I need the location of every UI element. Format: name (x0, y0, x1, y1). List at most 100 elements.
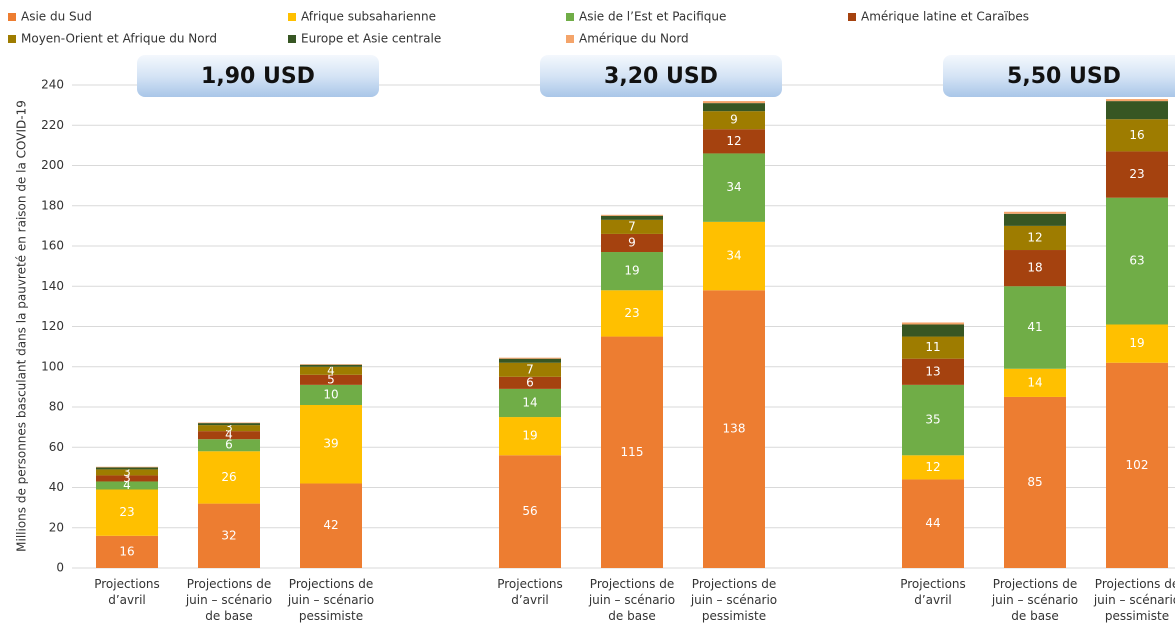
data-label: 7 (526, 362, 534, 376)
group-box (943, 55, 1175, 97)
data-label: 14 (522, 395, 537, 409)
data-label: 4 (327, 363, 335, 377)
bar-segment (902, 358, 964, 385)
group-box (137, 55, 379, 97)
legend-swatch (566, 13, 574, 21)
bar-segment (198, 422, 260, 424)
data-label: 3 (123, 465, 131, 479)
y-tick-label: 120 (41, 319, 64, 333)
bar-segment (703, 101, 765, 104)
data-label: 11 (925, 340, 940, 354)
bar-segment (1004, 225, 1066, 251)
bar-segment (1106, 101, 1168, 120)
data-label: 85 (1027, 475, 1042, 489)
bar-segment (902, 455, 964, 480)
data-label: 56 (522, 504, 537, 518)
group-box (540, 55, 782, 97)
data-label: 35 (925, 413, 940, 427)
bar-segment (601, 233, 663, 253)
bar-segment (96, 467, 158, 470)
data-label: 19 (522, 429, 537, 443)
legend-swatch (288, 13, 296, 21)
y-tick-label: 180 (41, 198, 64, 212)
legend-label: Amérique latine et Caraïbes (861, 10, 1029, 24)
x-tick-label: Projections d’avril (94, 577, 160, 607)
data-label: 9 (628, 235, 636, 249)
bar-segment (96, 481, 158, 490)
legend-swatch (566, 35, 574, 43)
bar-segment (1004, 286, 1066, 369)
data-label: 3 (123, 471, 131, 485)
bar-segment (1004, 213, 1066, 226)
bar-segment (1004, 211, 1066, 214)
data-label: 32 (221, 528, 236, 542)
bar-segment (499, 362, 561, 377)
data-label: 16 (119, 544, 134, 558)
bar-segment (902, 479, 964, 568)
bar-segment (703, 153, 765, 222)
y-tick-label: 220 (41, 118, 64, 132)
bar-segment (499, 455, 561, 568)
bar-segment (300, 404, 362, 484)
y-tick-label: 40 (49, 480, 64, 494)
bar-segment (499, 376, 561, 389)
y-tick-label: 140 (41, 279, 64, 293)
bar-segment (902, 324, 964, 337)
bar-segment (198, 451, 260, 504)
x-tick-label: Projections de juin – scénario pessimist… (287, 577, 375, 623)
x-tick-label: Projections de juin – scénario pessimist… (1093, 577, 1175, 623)
legend-label: Asie du Sud (21, 10, 92, 24)
bar-segment (703, 129, 765, 154)
bar-segment (1004, 396, 1066, 568)
bar-segment (300, 483, 362, 568)
legend-swatch (288, 35, 296, 43)
x-tick-label: Projections de juin – scénario de base (991, 577, 1079, 623)
bar-segment (499, 388, 561, 418)
data-label: 102 (1126, 458, 1149, 472)
data-label: 5 (327, 372, 335, 386)
legend-swatch (8, 13, 16, 21)
bar-segment (198, 431, 260, 440)
bar-segment (96, 489, 158, 536)
bar-segment (1106, 362, 1168, 568)
bar-segment (96, 466, 158, 468)
bar-segment (601, 214, 663, 216)
data-label: 34 (726, 180, 741, 194)
bar-segment (499, 357, 561, 359)
bar-segment (198, 503, 260, 568)
legend-swatch (8, 35, 16, 43)
data-label: 9 (730, 113, 738, 127)
data-label: 12 (1027, 230, 1042, 244)
bar-segment (902, 336, 964, 359)
bar-segment (1004, 250, 1066, 287)
legend-label: Amérique du Nord (579, 32, 689, 46)
bar-segment (300, 374, 362, 385)
data-label: 7 (628, 219, 636, 233)
bar-segment (1106, 324, 1168, 363)
data-label: 19 (1129, 336, 1144, 350)
data-label: 12 (925, 460, 940, 474)
bar-segment (1106, 119, 1168, 152)
bar-segment (601, 290, 663, 337)
legend-swatch (848, 13, 856, 21)
data-label: 10 (323, 387, 338, 401)
bar-segment (703, 221, 765, 291)
x-tick-label: Projections de juin – scénario de base (185, 577, 273, 623)
data-label: 4 (225, 428, 233, 442)
bar-segment (198, 423, 260, 426)
data-label: 23 (624, 306, 639, 320)
data-label: 6 (526, 375, 534, 389)
bar-segment (601, 336, 663, 568)
bar-segment (703, 111, 765, 130)
x-tick-label: Projections de juin – scénario de base (588, 577, 676, 623)
bar-segment (1106, 151, 1168, 198)
data-label: 13 (925, 364, 940, 378)
data-label: 41 (1027, 320, 1042, 334)
x-tick-label: Projections d’avril (497, 577, 563, 607)
bar-segment (601, 219, 663, 234)
y-tick-label: 160 (41, 239, 64, 253)
data-label: 12 (726, 134, 741, 148)
legend-label: Moyen-Orient et Afrique du Nord (21, 32, 217, 46)
